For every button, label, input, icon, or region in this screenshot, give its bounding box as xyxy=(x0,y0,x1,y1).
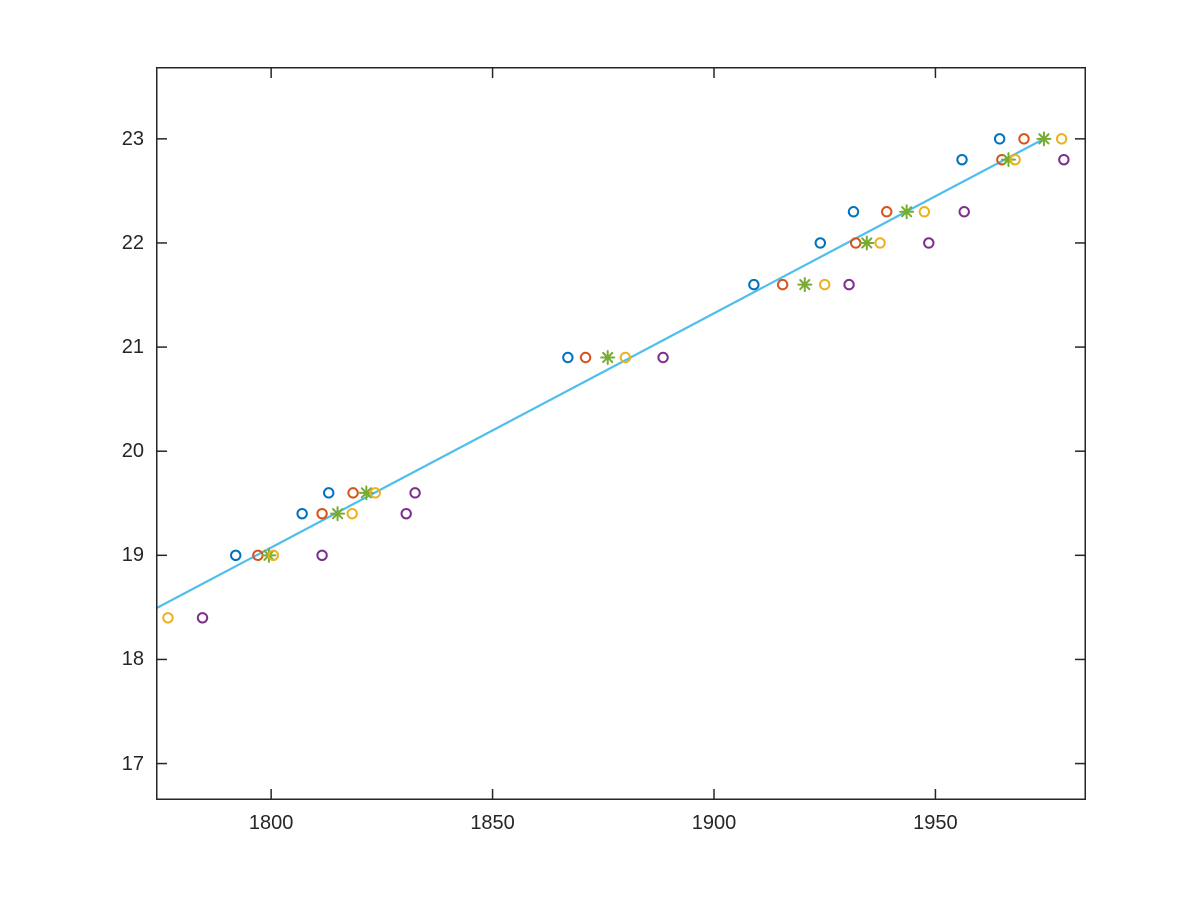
data-point-series-5-purple-circles xyxy=(196,612,209,624)
x-tick-label: 1900 xyxy=(691,812,737,834)
data-point-series-1-blue-circles xyxy=(748,278,760,291)
data-point-series-1-blue-circles xyxy=(847,206,860,218)
data-point-series-4-yellow-circles xyxy=(346,507,358,520)
data-point-series-3-green-asterisks xyxy=(799,279,811,291)
y-tick-label: 21 xyxy=(121,336,144,359)
data-point-series-2-orange-circles xyxy=(776,278,789,291)
data-point-series-2-orange-circles xyxy=(1018,133,1030,145)
data-point-series-4-yellow-circles xyxy=(267,549,280,562)
data-point-series-4-yellow-circles xyxy=(918,206,931,218)
data-point-series-3-green-asterisks xyxy=(360,487,372,499)
data-point-series-1-blue-circles xyxy=(323,487,335,499)
fit-line xyxy=(156,137,1046,610)
data-point-series-1-blue-circles xyxy=(814,237,826,249)
y-tick-label: 17 xyxy=(121,752,144,775)
data-point-series-2-orange-circles xyxy=(347,487,359,499)
data-point-series-3-green-asterisks xyxy=(901,206,913,218)
data-point-series-5-purple-circles xyxy=(316,549,328,562)
scatter-plot-canvas xyxy=(156,67,1086,800)
axes-frame xyxy=(156,67,1086,800)
data-point-series-4-yellow-circles xyxy=(819,278,831,291)
data-point-series-3-green-asterisks xyxy=(861,237,873,249)
x-tick-label: 1800 xyxy=(248,812,294,834)
data-point-series-4-yellow-circles xyxy=(619,351,632,364)
data-point-series-5-purple-circles xyxy=(843,278,855,291)
data-point-series-5-purple-circles xyxy=(958,206,970,218)
data-point-series-5-purple-circles xyxy=(400,507,412,520)
data-point-series-5-purple-circles xyxy=(409,487,421,499)
y-tick-label: 20 xyxy=(121,440,144,463)
y-tick-label: 18 xyxy=(121,648,144,671)
data-point-series-2-orange-circles xyxy=(316,507,328,520)
data-point-series-5-purple-circles xyxy=(923,237,935,249)
data-point-series-5-purple-circles xyxy=(1058,153,1070,166)
y-tick-label: 22 xyxy=(121,231,144,254)
data-point-series-4-yellow-circles xyxy=(162,612,174,624)
data-point-series-4-yellow-circles xyxy=(1009,153,1021,166)
data-point-series-2-orange-circles xyxy=(881,206,893,218)
data-point-series-3-green-asterisks xyxy=(331,508,344,520)
data-point-series-1-blue-circles xyxy=(993,133,1006,145)
data-point-series-2-orange-circles xyxy=(850,237,862,249)
plot-area xyxy=(156,67,1086,800)
data-point-series-4-yellow-circles xyxy=(874,237,886,249)
data-point-series-3-green-asterisks xyxy=(602,351,614,364)
data-point-series-1-blue-circles xyxy=(230,549,242,562)
x-tick-label: 1950 xyxy=(913,812,958,834)
data-point-series-5-purple-circles xyxy=(657,351,669,364)
y-tick-label: 19 xyxy=(121,544,144,567)
data-point-series-1-blue-circles xyxy=(956,153,968,166)
data-point-series-3-green-asterisks xyxy=(1038,133,1050,145)
data-point-series-1-blue-circles xyxy=(296,507,308,520)
y-tick-label: 23 xyxy=(121,127,144,150)
x-tick-label: 1850 xyxy=(470,812,515,834)
data-point-series-1-blue-circles xyxy=(562,351,574,364)
data-point-series-4-yellow-circles xyxy=(1055,133,1068,145)
data-point-series-4-yellow-circles xyxy=(369,487,381,499)
data-point-series-2-orange-circles xyxy=(579,351,592,364)
